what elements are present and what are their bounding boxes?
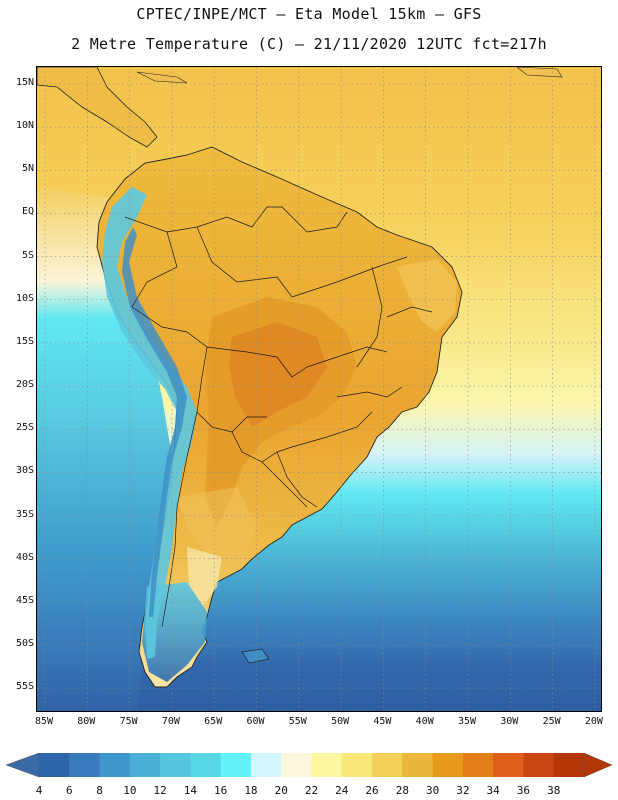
latitude-label: 10S	[15, 292, 34, 304]
latitude-label: 5N	[21, 163, 34, 175]
latitude-label: 20S	[15, 379, 34, 391]
latitude-label: 35S	[15, 508, 34, 520]
colorbar-cell	[220, 753, 252, 777]
longitude-label: 25W	[542, 716, 561, 727]
colorbar-low-arrow	[5, 752, 40, 778]
colorbar-tick-label: 4	[36, 784, 43, 796]
colorbar-tick-label: 10	[123, 784, 136, 796]
colorbar-cell	[160, 753, 191, 777]
colorbar-tick-label: 26	[365, 784, 378, 796]
longitude-label: 30W	[500, 716, 519, 727]
colorbar-tick-label: 6	[66, 784, 73, 796]
colorbar-tick-label: 32	[456, 784, 469, 796]
longitude-label: 80W	[77, 716, 96, 727]
colorbar-cell	[402, 753, 434, 777]
latitude-label: 15N	[15, 77, 34, 88]
colorbar-tick-label: 34	[487, 784, 501, 796]
colorbar-tick-label: 12	[153, 784, 166, 796]
colorbar-cell	[432, 753, 464, 777]
caribbean-island	[516, 67, 563, 78]
latitude-label: 30S	[15, 465, 34, 477]
latitude-label: 10N	[15, 120, 34, 132]
colorbar-cell	[281, 753, 312, 777]
latitude-label: 15S	[15, 335, 34, 347]
colorbar-high-arrow	[583, 752, 613, 778]
longitude-label: 55W	[288, 716, 307, 727]
colorbar-tick-label: 20	[275, 784, 288, 796]
colorbar-tick-label: 14	[184, 784, 198, 796]
longitude-label: 85W	[34, 716, 54, 727]
colorbar-tick-label: 28	[396, 784, 409, 796]
colorbar-cell	[523, 753, 555, 777]
colorbar-tick-label: 18	[244, 784, 257, 796]
longitude-label: 50W	[331, 716, 350, 727]
longitude-label: 40W	[415, 716, 434, 727]
colorbar-cell	[553, 753, 585, 777]
latitude-label: EQ	[21, 206, 34, 218]
temperature-map	[36, 66, 602, 712]
colorbar-tick-label: 38	[547, 784, 560, 796]
latitude-label: 5S	[21, 249, 34, 261]
andes-cold-strip	[102, 187, 197, 659]
longitude-label: 45W	[373, 716, 392, 727]
south-argentina-region	[187, 547, 222, 607]
colorbar-cell	[311, 753, 343, 777]
longitude-label: 20W	[584, 716, 603, 727]
colorbar-cell	[39, 753, 70, 777]
colorbar-cell	[493, 753, 524, 777]
longitude-label: 75W	[119, 716, 138, 727]
colorbar-cell	[462, 753, 494, 777]
pampas-region	[177, 487, 257, 582]
colorbar-cell	[99, 753, 131, 777]
colorbar-tick-label: 36	[517, 784, 530, 796]
latitude-label: 55S	[15, 681, 34, 693]
latitude-label: 45S	[15, 594, 34, 606]
andes-coldest-strip	[122, 227, 187, 617]
northeast-coast-region	[397, 259, 457, 332]
colorbar-tick-label: 16	[214, 784, 227, 796]
colorbar-tick-label: 8	[96, 784, 103, 796]
colorbar-tick-label: 30	[426, 784, 439, 796]
colorbar-cell	[372, 753, 403, 777]
map-title-line-2: 2 Metre Temperature (C) – 21/11/2020 12U…	[71, 35, 547, 53]
country-borders	[124, 206, 433, 628]
latitude-label: 50S	[15, 637, 34, 649]
falkland-islands	[241, 648, 270, 664]
colorbar-cell	[341, 753, 373, 777]
colorbar-cell	[69, 753, 100, 777]
latitude-label: 40S	[15, 551, 34, 563]
colorbar-cell	[190, 753, 222, 777]
colorbar-tick-label: 22	[305, 784, 318, 796]
longitude-label: 35W	[457, 716, 477, 727]
colorbar-tick-label: 24	[335, 784, 349, 796]
longitude-label: 60W	[246, 716, 265, 727]
caribbean-island	[136, 71, 188, 84]
longitude-label: 65W	[204, 716, 223, 727]
latitude-label: 25S	[15, 422, 34, 434]
longitude-label: 70W	[161, 716, 180, 727]
heat-max-region	[229, 322, 327, 427]
colorbar-cell	[250, 753, 282, 777]
map-title-line-1: CPTEC/INPE/MCT – Eta Model 15km – GFS	[136, 5, 482, 23]
colorbar-cell	[129, 753, 161, 777]
color-legend: 4 6 8 10 12 14 16 18 20 22 24 26 28 30 32 34 36 38	[5, 752, 613, 796]
